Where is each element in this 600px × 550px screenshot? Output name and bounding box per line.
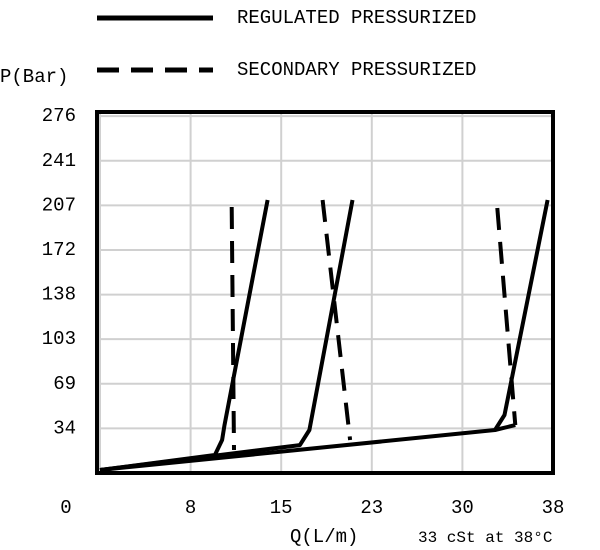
solid-line (99, 199, 270, 472)
x-tick-label: 8 (185, 497, 196, 519)
y-tick-label: 172 (42, 239, 76, 261)
dashed-line (229, 206, 236, 451)
x-tick-label: 23 (360, 497, 383, 519)
annotation: 33 cSt at 38°C (418, 529, 552, 547)
x-tick-label: 38 (542, 497, 565, 519)
x-tick-label: 15 (270, 497, 293, 519)
legend-label: SECONDARY PRESSURIZED (237, 59, 476, 81)
y-axis-label: P(Bar) (0, 66, 68, 88)
x-tick-label: 0 (60, 497, 71, 519)
y-tick-label: 276 (42, 105, 76, 127)
y-tick-label: 69 (53, 373, 76, 395)
plot-frame (95, 110, 555, 475)
dashed-line (495, 207, 518, 426)
legend-label: REGULATED PRESSURIZED (237, 7, 476, 29)
dashed-line (320, 199, 353, 441)
y-tick-label: 241 (42, 150, 76, 172)
solid-line (99, 199, 355, 472)
x-tick-label: 30 (451, 497, 474, 519)
solid-line (494, 423, 516, 432)
y-tick-label: 34 (53, 417, 76, 439)
y-tick-label: 138 (42, 284, 76, 306)
y-tick-label: 207 (42, 194, 76, 216)
solid-line (99, 199, 550, 472)
x-axis-label: Q(L/m) (290, 526, 358, 548)
y-tick-label: 103 (42, 328, 76, 350)
